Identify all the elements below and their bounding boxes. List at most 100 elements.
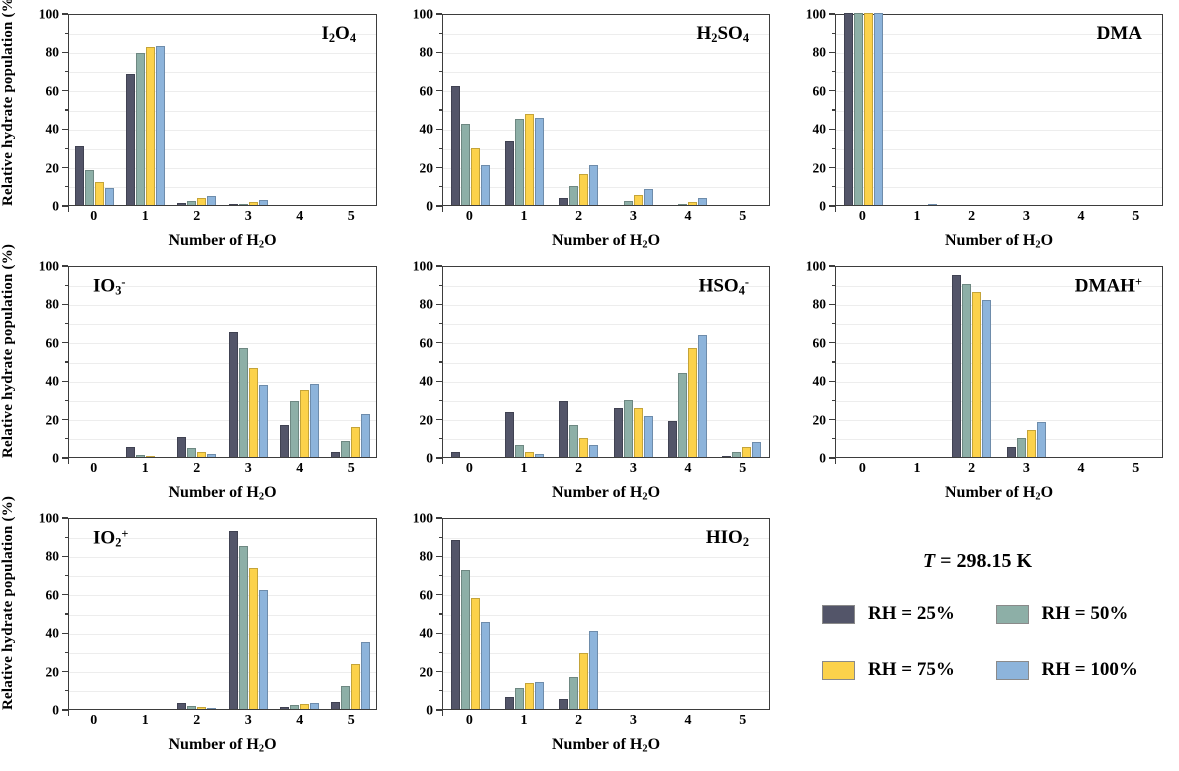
y-tick-mark [62,128,68,130]
bar-hso4-h2o1-100pct [534,454,544,457]
x-axis-title: Number of H2O [944,484,1054,503]
x-tick-label: 0 [90,209,98,224]
bar-io3-h2o3-100pct [258,385,268,457]
legend-item-rh50: RH = 50% [995,603,1150,625]
gridline [69,52,376,54]
gridline [443,285,769,287]
y-tick-mark [829,303,835,306]
bar-i2o4-h2o2-100pct [207,196,217,205]
gridline [443,72,769,74]
bar-dma-h2o1-100pct [927,204,937,205]
y-tick-mark [439,613,442,615]
y-tick-mark [62,166,68,169]
y-tick-mark [436,670,442,673]
bar-i2o4-h2o3-25pct [228,204,238,205]
chart-panel-dma: 0 20 40 60 80 100 DMA 0 1 2 3 4 5 Number of H2O [786,0,1179,252]
bar-io2-h2o2-25pct [177,703,187,709]
y-axis-ticks: 0 20 40 60 80 100 [26,259,68,464]
gridline [836,285,1162,287]
y-tick-label: 80 [419,548,434,564]
x-tick-label: 3 [244,461,252,476]
x-tick-label: 1 [141,461,149,476]
bar-group-h2o4 [274,267,325,457]
gridline [443,33,769,35]
bar-io2-h2o5-25pct [330,702,340,709]
gridline [69,148,376,150]
legend-panel: T = 298.15 K RH = 25% RH = 50% RH = 75% … [786,504,1179,771]
bar-hso4-h2o5-100pct [752,441,762,457]
bar-group-h2o3 [223,15,274,205]
y-axis-ticks: 0 20 40 60 80 100 [26,7,68,212]
gridline [69,556,376,558]
gridline [443,52,769,54]
x-tick-label: 5 [739,461,747,476]
x-tick-label: 3 [629,209,637,224]
y-tick-mark [436,457,442,459]
y-tick-mark [65,70,68,73]
bar-group-h2o1 [497,519,551,709]
bar-hso4-h2o1-50pct [514,444,524,457]
panel-title-io3: IO3- [93,275,126,298]
bar-group-h2o0 [836,267,890,457]
x-tick-label: 3 [244,713,252,728]
x-tick-label: 4 [684,209,692,224]
y-tick-mark [439,32,442,34]
bar-group-h2o1 [497,15,551,205]
y-tick-mark [439,399,442,402]
x-tick-label: 1 [913,209,921,224]
y-tick-mark [65,690,68,692]
y-tick-label: 100 [412,510,433,526]
y-tick-label: 0 [52,450,59,466]
y-tick-label: 100 [412,258,433,274]
bar-groups [69,15,376,205]
y-tick-label: 100 [38,6,59,22]
y-tick-mark [65,651,68,654]
bar-hso4-h2o2-100pct [589,445,599,457]
y-tick-label: 80 [45,296,60,312]
gridline [443,595,769,597]
gridline [836,33,1162,35]
y-tick-mark [439,536,442,538]
bar-dmah-h2o3-100pct [1036,422,1046,457]
bar-group-h2o3 [999,15,1053,205]
panel-title-dmah: DMAH+ [1074,275,1142,297]
bar-io2-h2o3-100pct [258,589,268,709]
gridline [443,652,769,654]
bar-io3-h2o3-25pct [228,332,238,457]
bar-group-h2o1 [120,15,171,205]
bar-hio2-h2o2-50pct [569,677,579,709]
bar-i2o4-h2o2-75pct [197,198,207,205]
bar-group-h2o0 [443,15,497,205]
gridline [443,672,769,674]
y-tick-mark [65,574,68,577]
legend-label-rh100: RH = 100% [1041,659,1138,680]
y-axis-ticks: 0 20 40 60 80 100 [393,7,442,212]
y-tick-label: 60 [812,83,827,99]
x-axis-corner-tick [67,458,69,464]
legend-item-rh100: RH = 100% [995,659,1150,681]
bar-hso4-h2o1-75pct [524,452,534,457]
bar-group-h2o3 [223,267,274,457]
x-tick-label: 1 [520,209,528,224]
y-tick-label: 100 [805,6,826,22]
bar-h2so4-h2o1-75pct [524,113,534,205]
gridline [69,343,376,345]
x-tick-label: 2 [193,713,201,728]
bar-hso4-h2o4-50pct [677,372,687,457]
bar-hio2-h2o1-25pct [504,696,514,709]
y-tick-mark [829,457,835,459]
x-tick-label: 3 [629,461,637,476]
bar-io3-h2o5-100pct [360,413,370,457]
y-tick-mark [436,517,442,519]
y-tick-mark [436,303,442,306]
y-tick-mark [832,438,835,440]
x-tick-label: 5 [739,209,747,224]
chart-panel-hio2: 0 20 40 60 80 100 HIO2 0 1 2 3 4 5 Number of H2O [393,504,786,771]
bar-group-h2o1 [120,267,171,457]
y-axis-title-area: Relative hydrate population (%) [0,0,26,206]
y-tick-label: 20 [812,411,827,427]
bar-group-h2o1 [497,267,551,457]
bar-group-h2o5 [325,519,376,709]
y-tick-mark [832,109,835,111]
gridline [69,576,376,578]
